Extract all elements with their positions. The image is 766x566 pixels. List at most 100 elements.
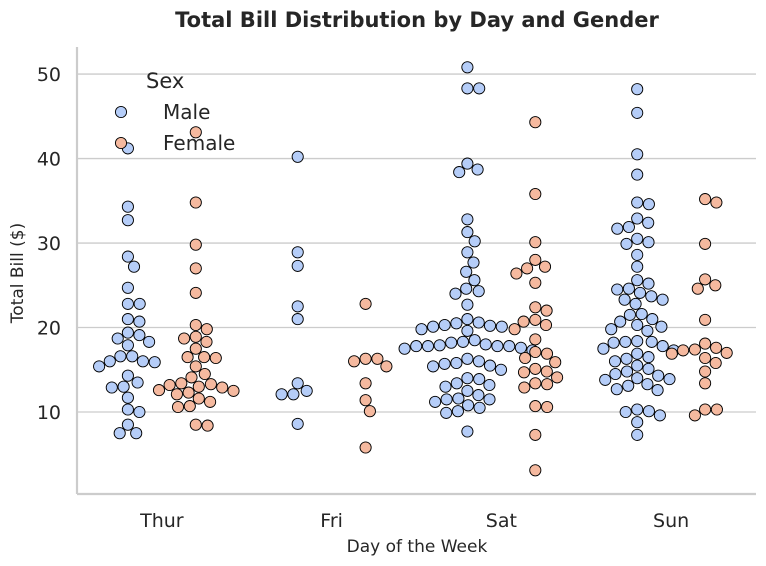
point-male-sat <box>440 406 453 419</box>
point-female-sun <box>688 409 701 422</box>
point-female-thur <box>189 418 202 431</box>
point-male-sat <box>461 82 474 95</box>
point-male-sat <box>461 324 474 337</box>
point-male-thur <box>133 405 146 419</box>
point-female-sat <box>529 333 542 346</box>
point-male-sat <box>472 355 485 368</box>
point-male-sun <box>631 106 644 119</box>
point-female-thur <box>182 386 195 399</box>
point-male-sun <box>618 293 631 306</box>
point-male-sat <box>438 357 451 370</box>
legend: Sex Male Female <box>114 69 235 155</box>
y-axis-label: Total Bill ($) <box>8 223 28 324</box>
point-female-thur <box>201 419 214 432</box>
point-male-fri <box>291 417 304 430</box>
point-female-sun <box>688 343 701 356</box>
legend-label-female: Female <box>163 131 235 155</box>
point-male-thur <box>105 381 118 394</box>
point-female-fri <box>359 352 372 365</box>
point-female-thur <box>163 378 176 392</box>
point-male-sat <box>461 425 474 438</box>
point-male-sat <box>427 360 440 373</box>
point-male-sat <box>473 401 486 414</box>
point-female-thur <box>189 318 202 332</box>
point-male-sun <box>609 367 622 381</box>
point-male-fri <box>291 313 304 326</box>
point-male-sat <box>410 340 423 353</box>
point-male-sun <box>631 359 644 372</box>
point-female-thur <box>216 381 229 394</box>
point-male-thur <box>93 360 106 373</box>
point-female-fri <box>359 297 372 310</box>
point-female-thur <box>189 330 202 343</box>
point-male-thur <box>121 297 134 310</box>
point-male-thur <box>121 418 134 431</box>
point-female-thur <box>189 286 202 299</box>
y-tick-label: 40 <box>37 149 61 171</box>
x-axis-label: Day of the Week <box>347 537 488 557</box>
point-male-thur <box>121 403 134 416</box>
point-male-sun <box>642 236 655 249</box>
point-female-sat <box>529 301 542 314</box>
point-female-thur <box>189 360 202 373</box>
point-male-sun <box>646 313 659 326</box>
point-female-sun <box>691 282 704 295</box>
point-male-thur <box>130 427 143 440</box>
point-male-sun <box>653 409 666 422</box>
point-male-thur <box>114 350 127 363</box>
point-male-sun <box>631 372 644 385</box>
point-male-sun <box>631 347 644 360</box>
point-male-sun <box>597 342 610 355</box>
point-male-sun <box>619 405 632 419</box>
point-female-sat <box>521 262 534 275</box>
point-male-sat <box>452 392 465 405</box>
legend-title: Sex <box>146 69 184 93</box>
point-male-sat <box>461 298 474 311</box>
point-male-sun <box>631 148 644 161</box>
point-male-sun <box>631 403 644 416</box>
point-male-sun <box>631 416 644 429</box>
point-male-sun <box>642 216 655 229</box>
point-female-sun <box>709 356 722 370</box>
y-tick-label: 50 <box>37 64 61 86</box>
point-female-sat <box>529 276 542 289</box>
point-male-sat <box>456 335 470 348</box>
point-male-sat <box>494 363 508 376</box>
point-male-thur <box>126 350 139 363</box>
point-female-thur <box>178 332 191 345</box>
point-male-thur <box>121 200 134 213</box>
point-male-sat <box>472 389 485 402</box>
point-female-sat <box>540 347 554 360</box>
point-male-sat <box>479 338 492 351</box>
point-male-sat <box>449 287 462 300</box>
point-female-sat <box>529 464 542 477</box>
point-female-fri <box>359 441 372 454</box>
point-male-sun <box>645 335 658 348</box>
point-female-sat <box>540 365 553 378</box>
point-male-sat <box>514 341 527 354</box>
point-male-thur <box>131 376 144 389</box>
point-male-thur <box>103 355 116 368</box>
point-male-sat <box>461 61 474 74</box>
point-female-sun <box>710 403 723 416</box>
point-male-thur <box>143 335 156 348</box>
point-male-fri <box>275 388 288 401</box>
x-tick-label: Sun <box>653 510 689 532</box>
point-female-sat <box>549 356 562 369</box>
point-male-thur <box>133 329 146 342</box>
point-male-fri <box>291 246 304 259</box>
point-male-sat <box>472 285 485 298</box>
point-female-thur <box>204 378 217 391</box>
point-female-thur <box>189 342 202 355</box>
point-female-sat <box>539 318 553 332</box>
point-male-sat <box>461 313 474 326</box>
point-male-sat <box>462 399 475 412</box>
point-male-thur <box>127 260 141 273</box>
point-male-sun <box>622 379 635 392</box>
point-male-sun <box>608 355 622 368</box>
point-female-sat <box>541 378 554 391</box>
legend-label-male: Male <box>163 100 210 124</box>
point-male-sat <box>483 378 496 392</box>
point-male-thur <box>121 250 134 263</box>
point-female-thur <box>200 335 213 348</box>
